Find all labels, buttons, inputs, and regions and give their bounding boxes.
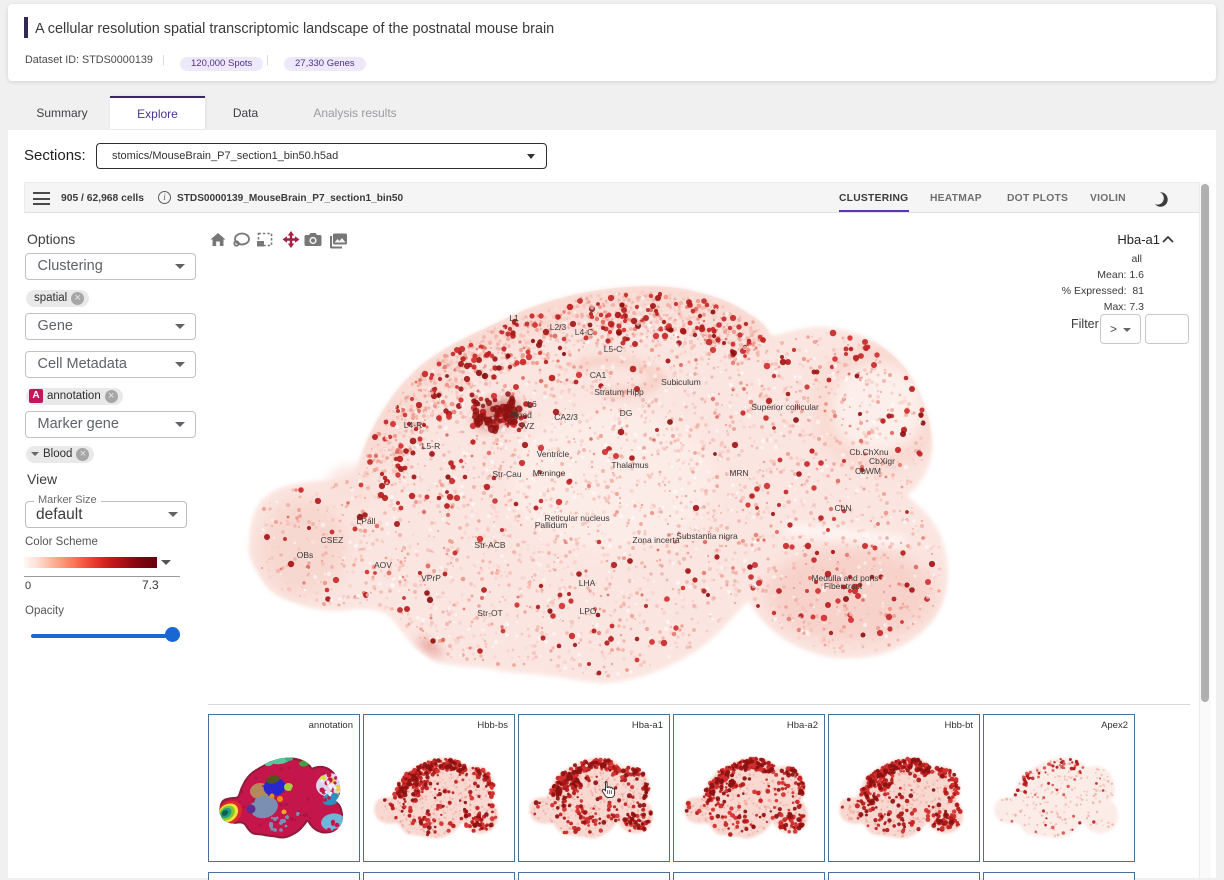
svg-text:Subiculum: Subiculum [661,377,701,387]
svg-text:Zona incerta: Zona incerta [632,535,680,545]
svg-text:Stratum Hipp: Stratum Hipp [594,387,644,397]
svg-text:LPO: LPO [579,606,596,616]
svg-text:L2/3: L2/3 [550,322,567,332]
svg-text:L5-R: L5-R [422,441,440,451]
svg-text:Substantia nigra: Substantia nigra [676,531,738,541]
svg-text:OBs: OBs [297,550,314,560]
svg-text:SVZ: SVZ [518,421,535,431]
svg-text:Cb.ChXnu: Cb.ChXnu [849,447,888,457]
svg-text:CSEZ: CSEZ [321,535,344,545]
svg-text:Fiber tract: Fiber tract [824,581,863,591]
svg-text:L1: L1 [509,313,519,323]
svg-text:Superior collicular: Superior collicular [751,402,819,412]
svg-text:Str-Cau: Str-Cau [492,469,522,479]
svg-text:L4-C: L4-C [575,327,593,337]
svg-text:AOV: AOV [374,560,392,570]
svg-text:LPall: LPall [357,516,376,526]
svg-text:Str-OT: Str-OT [477,608,503,618]
svg-text:CA1: CA1 [590,370,607,380]
svg-text:Pallidum: Pallidum [535,520,568,530]
svg-text:Thalamus: Thalamus [611,460,648,470]
svg-text:MRN: MRN [729,468,748,478]
svg-text:Ventricle: Ventricle [537,449,570,459]
svg-text:Blood: Blood [510,410,532,420]
svg-text:L5-C: L5-C [604,344,622,354]
svg-text:L4-R: L4-R [404,420,422,430]
svg-text:Str-ACB: Str-ACB [474,540,506,550]
svg-text:DG: DG [620,408,633,418]
svg-text:CbN: CbN [834,503,851,513]
svg-text:Meninge: Meninge [533,468,566,478]
svg-text:VPrP: VPrP [421,573,441,583]
svg-text:CbWM: CbWM [855,466,881,476]
svg-text:Reticular nucleus: Reticular nucleus [544,513,609,523]
svg-text:Medulla and pons: Medulla and pons [811,573,878,583]
svg-text:CbXigr: CbXigr [869,456,895,466]
svg-text:L6: L6 [527,399,537,409]
svg-text:LHA: LHA [579,578,596,588]
svg-text:CA2/3: CA2/3 [554,412,578,422]
